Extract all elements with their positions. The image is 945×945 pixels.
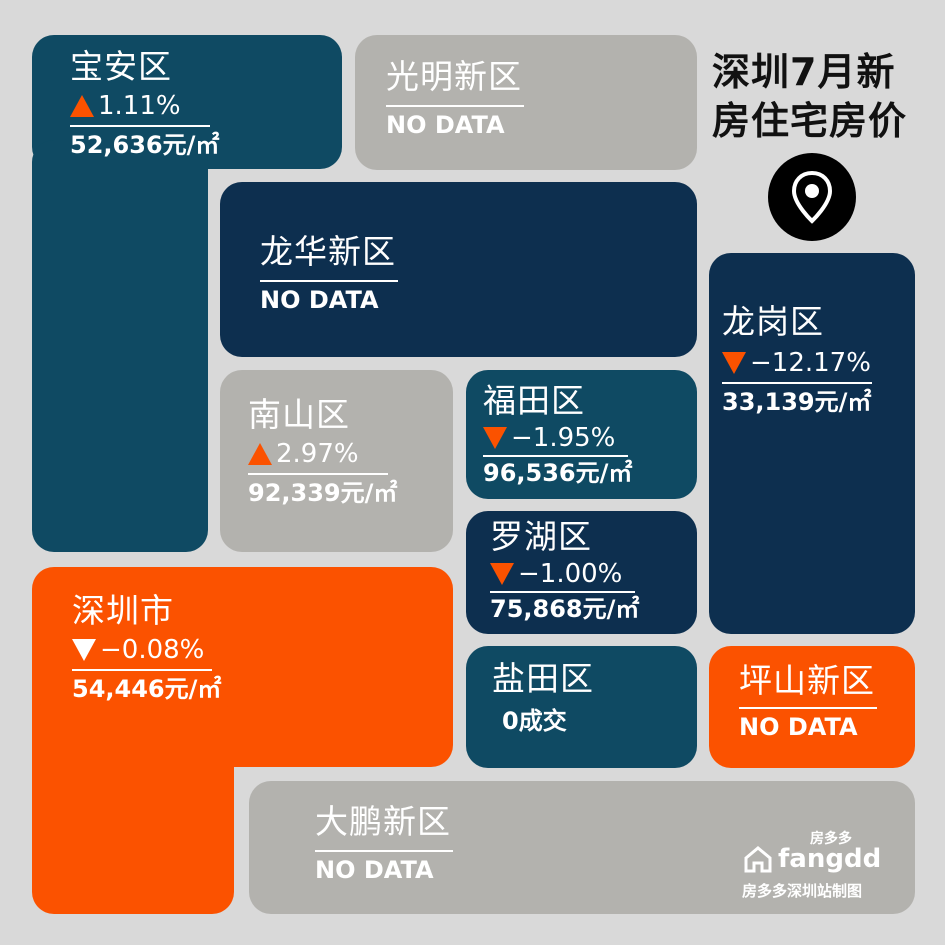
- triangle-down-icon: [72, 639, 96, 661]
- district-change: −0.08%: [100, 635, 205, 665]
- triangle-down-icon: [722, 352, 746, 374]
- divider: [386, 105, 524, 107]
- district-price: 52,636元/㎡: [70, 131, 220, 159]
- triangle-up-icon: [70, 95, 94, 117]
- title-line-2: 房住宅房价: [712, 99, 908, 144]
- divider: [72, 669, 212, 671]
- tile-shenzhen-stem: [32, 700, 234, 914]
- district-name: 盐田区: [492, 659, 594, 698]
- label-longgang: 龙岗区 −12.17% 33,139元/㎡: [722, 305, 872, 414]
- district-change: −1.95%: [511, 423, 616, 453]
- triangle-down-icon: [483, 427, 507, 449]
- label-baoan: 宝安区 1.11% 52,636元/㎡: [70, 47, 220, 159]
- brand-watermark: 房多多 fangdd 房多多深圳站制图: [742, 828, 902, 901]
- district-status: NO DATA: [260, 286, 379, 314]
- brand-sub-text: 房多多深圳站制图: [742, 882, 863, 900]
- district-price: 92,339元/㎡: [248, 479, 398, 507]
- brand-top-text: 房多多: [810, 831, 852, 847]
- district-name: 罗湖区: [490, 517, 592, 556]
- district-status: NO DATA: [386, 111, 505, 139]
- triangle-down-icon: [490, 563, 514, 585]
- district-change: −12.17%: [750, 348, 871, 378]
- divider: [70, 125, 210, 127]
- district-name: 福田区: [483, 381, 585, 420]
- tile-longhua: [220, 182, 697, 357]
- house-icon: [744, 846, 772, 873]
- district-name: 龙岗区: [722, 302, 824, 341]
- label-nanshan: 南山区 2.97% 92,339元/㎡: [248, 395, 398, 507]
- district-status: NO DATA: [739, 713, 858, 741]
- label-longhua: 龙华新区 NO DATA: [260, 235, 398, 312]
- tile-baoan-stem: [32, 140, 208, 552]
- district-name: 坪山新区: [739, 661, 875, 700]
- district-status: NO DATA: [315, 856, 434, 884]
- label-guangming: 光明新区 NO DATA: [386, 60, 524, 137]
- divider: [490, 591, 635, 593]
- district-name: 南山区: [248, 395, 350, 434]
- district-status: 0成交: [502, 707, 567, 735]
- divider: [739, 707, 877, 709]
- district-name: 深圳市: [72, 591, 174, 630]
- divider: [315, 850, 453, 852]
- title-line-1: 深圳7月新: [712, 50, 896, 94]
- triangle-up-icon: [248, 443, 272, 465]
- label-futian: 福田区 −1.95% 96,536元/㎡: [483, 381, 633, 487]
- divider: [260, 280, 398, 282]
- label-pingshan: 坪山新区 NO DATA: [739, 664, 877, 739]
- district-name: 大鹏新区: [315, 802, 451, 841]
- district-change: −1.00%: [518, 559, 623, 589]
- district-change: 1.11%: [98, 91, 181, 121]
- district-name: 龙华新区: [260, 232, 396, 271]
- tile-dapeng: [249, 781, 915, 914]
- divider: [722, 382, 872, 384]
- label-shenzhen: 深圳市 −0.08% 54,446元/㎡: [72, 591, 222, 703]
- district-name: 光明新区: [386, 57, 522, 96]
- label-yantian: 盐田区 0成交: [492, 662, 632, 733]
- label-luohu: 罗湖区 −1.00% 75,868元/㎡: [490, 517, 640, 623]
- district-price: 33,139元/㎡: [722, 388, 872, 416]
- chart-title: 深圳7月新 房住宅房价: [712, 48, 937, 147]
- district-name: 宝安区: [70, 47, 172, 86]
- tile-longgang: [709, 253, 915, 634]
- location-pin-icon: [768, 153, 856, 241]
- tile-yantian: [466, 646, 697, 768]
- divider: [483, 455, 628, 457]
- label-dapeng: 大鹏新区 NO DATA: [315, 805, 453, 882]
- tile-guangming: [355, 35, 697, 170]
- district-price: 96,536元/㎡: [483, 459, 633, 487]
- district-price: 75,868元/㎡: [490, 595, 640, 623]
- district-price: 54,446元/㎡: [72, 675, 222, 703]
- divider: [248, 473, 388, 475]
- brand-logo-text: fangdd: [778, 844, 882, 874]
- district-change: 2.97%: [276, 439, 359, 469]
